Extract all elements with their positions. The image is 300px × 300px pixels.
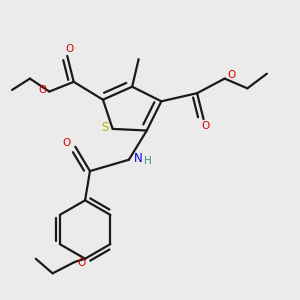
Text: O: O: [228, 70, 236, 80]
Text: O: O: [78, 258, 86, 268]
Text: S: S: [101, 121, 108, 134]
Text: H: H: [144, 156, 152, 166]
Text: N: N: [134, 152, 142, 165]
Text: O: O: [62, 138, 70, 148]
Text: O: O: [66, 44, 74, 54]
Text: O: O: [201, 121, 209, 131]
Text: O: O: [38, 85, 46, 95]
